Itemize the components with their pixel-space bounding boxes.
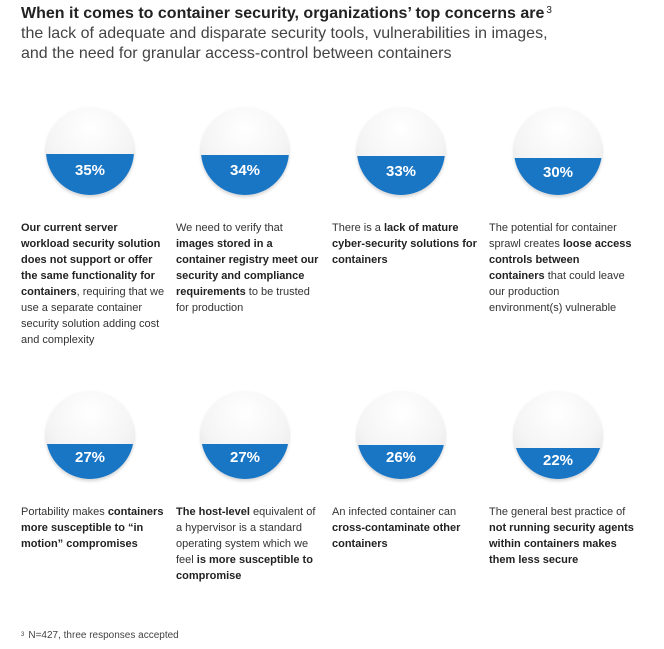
concern-description: We need to verify that images stored in … xyxy=(176,220,321,316)
description-text: that could leave our production environm… xyxy=(489,270,625,314)
footnote: 3 N=427, three responses accepted xyxy=(21,630,179,641)
chart-subtitle-line-2: and the need for granular access-control… xyxy=(21,45,452,62)
bubble-fill xyxy=(514,448,602,479)
percentage-bubble: 30% xyxy=(514,107,602,195)
concern-description: An infected container can cross-contamin… xyxy=(332,504,477,552)
bubble-fill xyxy=(357,156,445,195)
header: When it comes to container security, org… xyxy=(21,4,651,64)
description-text: We need to verify that xyxy=(176,222,283,234)
description-text: Portability makes xyxy=(21,506,108,518)
chart-subtitle-line-1: the lack of adequate and disparate secur… xyxy=(21,25,548,42)
emphasis-text: Our current server workload security sol… xyxy=(21,222,161,298)
emphasis-text: containers more susceptible to “in motio… xyxy=(21,506,164,550)
description-text: , requiring that we use a separate conta… xyxy=(21,286,165,346)
percentage-label: 35% xyxy=(74,161,106,179)
bubble-fill xyxy=(201,155,289,195)
emphasis-text: not running security agents within conta… xyxy=(489,522,634,566)
percentage-bubble: 33% xyxy=(357,107,445,195)
percentage-bubble: 34% xyxy=(201,107,289,195)
description-text: An infected container can xyxy=(332,506,457,518)
percentage-label: 33% xyxy=(385,162,417,180)
chart-title: When it comes to container security, org… xyxy=(21,5,552,22)
description-text: equivalent of a hypervisor is a standard… xyxy=(176,506,316,566)
percentage-label: 22% xyxy=(542,452,574,469)
emphasis-text: images stored in a container registry me… xyxy=(176,238,319,298)
percentage-label: 34% xyxy=(229,162,261,179)
bubble-fill xyxy=(201,444,289,479)
bubble-fill xyxy=(514,158,602,195)
concern-description: There is a lack of mature cyber-security… xyxy=(332,220,477,268)
footnote-mark: 3 xyxy=(21,632,25,639)
bubble-fill xyxy=(46,444,134,479)
description-text: The general best practice of xyxy=(489,506,626,518)
description-text: There is a xyxy=(332,222,384,234)
percentage-bubble: 27% xyxy=(46,391,134,479)
description-text: The potential for container sprawl creat… xyxy=(489,222,617,250)
percentage-label: 26% xyxy=(385,449,417,466)
concern-description: Our current server workload security sol… xyxy=(21,220,166,348)
percentage-label: 27% xyxy=(74,448,106,466)
concern-description: Portability makes containers more suscep… xyxy=(21,504,166,552)
description-text: to be trusted for production xyxy=(176,286,310,314)
title-footnote-ref: 3 xyxy=(546,5,552,16)
bubble-fill xyxy=(46,154,134,195)
percentage-label: 30% xyxy=(542,163,574,181)
bubble-fill xyxy=(357,445,445,479)
emphasis-text: is more susceptible to compromise xyxy=(176,554,313,582)
percentage-label: 27% xyxy=(229,448,261,466)
footnote-text: N=427, three responses accepted xyxy=(28,630,179,641)
concern-description: The host-level equivalent of a hyperviso… xyxy=(176,504,321,584)
emphasis-text: cross-contaminate other containers xyxy=(332,522,461,550)
emphasis-text: The host-level xyxy=(176,506,250,518)
emphasis-text: lack of mature cyber-security solutions … xyxy=(332,222,477,266)
concern-description: The general best practice of not running… xyxy=(489,504,634,568)
percentage-bubble: 35% xyxy=(46,107,134,195)
emphasis-text: loose access controls between containers xyxy=(489,238,632,282)
percentage-bubble: 27% xyxy=(201,391,289,479)
concern-description: The potential for container sprawl creat… xyxy=(489,220,634,316)
percentage-bubble: 22% xyxy=(514,391,602,479)
percentage-bubble: 26% xyxy=(357,391,445,479)
